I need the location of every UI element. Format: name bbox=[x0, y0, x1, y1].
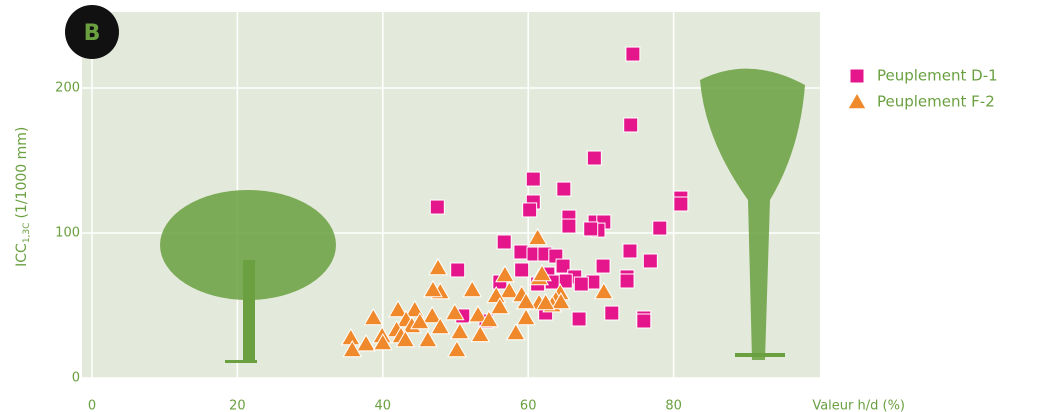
point bbox=[356, 334, 376, 352]
point bbox=[522, 202, 538, 218]
point bbox=[595, 258, 611, 274]
point bbox=[583, 221, 599, 237]
point bbox=[422, 305, 443, 324]
point bbox=[527, 227, 548, 246]
x-tick-label: 40 bbox=[375, 399, 392, 412]
point bbox=[513, 244, 529, 260]
point bbox=[516, 307, 536, 326]
point bbox=[642, 253, 658, 269]
y-axis-label: ICC1,3C (1/1000 mm) bbox=[14, 127, 32, 267]
y-axis-label-part: 1,3C bbox=[22, 223, 32, 244]
point bbox=[593, 282, 614, 300]
x-tick-label: 60 bbox=[520, 399, 537, 412]
tree-left bbox=[160, 190, 336, 363]
point bbox=[673, 196, 689, 212]
point bbox=[619, 273, 635, 289]
point bbox=[623, 117, 639, 133]
point bbox=[636, 313, 652, 329]
point bbox=[499, 280, 520, 299]
point bbox=[551, 292, 571, 310]
point bbox=[573, 276, 589, 292]
point bbox=[447, 340, 467, 358]
point bbox=[532, 264, 552, 282]
point bbox=[363, 307, 384, 326]
point bbox=[571, 311, 587, 327]
point bbox=[468, 305, 488, 323]
point bbox=[652, 220, 668, 236]
y-tick-label: 0 bbox=[72, 371, 80, 386]
point bbox=[535, 293, 556, 311]
point bbox=[479, 309, 499, 328]
point bbox=[429, 199, 445, 215]
x-tick-label: 20 bbox=[229, 399, 246, 412]
point bbox=[388, 299, 408, 318]
x-axis-label: Valeur h/d (%) bbox=[812, 399, 905, 412]
y-axis-label-part: (1/1000 mm) bbox=[14, 127, 30, 219]
point bbox=[450, 322, 470, 340]
point bbox=[604, 305, 620, 321]
x-tick-label: 0 bbox=[88, 399, 96, 412]
point bbox=[418, 330, 438, 348]
point bbox=[847, 91, 867, 110]
point bbox=[556, 181, 572, 197]
point bbox=[496, 234, 512, 250]
point bbox=[410, 312, 430, 330]
point bbox=[514, 262, 530, 278]
point bbox=[342, 340, 363, 358]
point bbox=[423, 279, 443, 298]
point bbox=[586, 150, 602, 166]
point bbox=[372, 333, 393, 351]
x-tick-label: 80 bbox=[665, 399, 682, 412]
point bbox=[525, 171, 541, 187]
point bbox=[462, 279, 483, 298]
point bbox=[450, 262, 466, 278]
point bbox=[404, 299, 425, 318]
point bbox=[430, 316, 451, 335]
legend-label: Peuplement F-2 bbox=[877, 93, 995, 111]
point bbox=[495, 265, 515, 283]
point bbox=[555, 258, 571, 274]
y-axis-label-part: ICC bbox=[14, 243, 30, 267]
point bbox=[625, 46, 641, 62]
point bbox=[489, 296, 510, 315]
y-tick-label: 100 bbox=[55, 226, 80, 241]
legend-label: Peuplement D-1 bbox=[877, 67, 998, 85]
panel-label: B bbox=[84, 21, 101, 46]
plot-background bbox=[82, 12, 820, 378]
point bbox=[561, 218, 577, 234]
point bbox=[428, 257, 448, 276]
point bbox=[444, 303, 465, 321]
point bbox=[849, 68, 865, 84]
y-tick-label: 200 bbox=[55, 81, 80, 96]
point bbox=[622, 243, 638, 259]
panel-badge bbox=[65, 5, 119, 59]
point bbox=[395, 330, 416, 348]
point bbox=[505, 323, 526, 341]
tree-right bbox=[700, 68, 805, 361]
point bbox=[470, 324, 491, 343]
